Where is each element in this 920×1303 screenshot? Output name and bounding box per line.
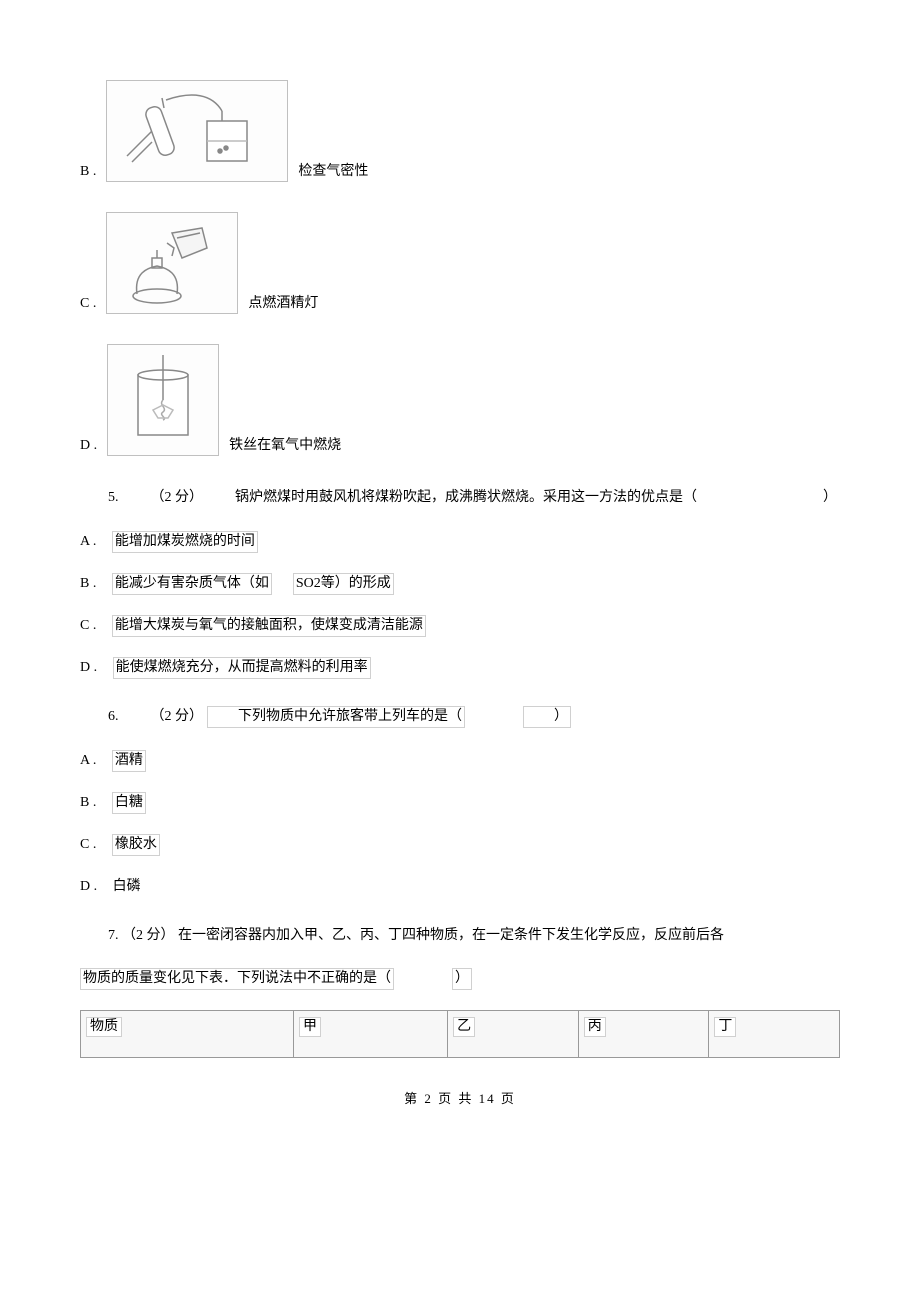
option-d-letter: D . [80, 436, 97, 456]
q6-text: 下列物质中允许旅客带上列车的是（ [207, 706, 465, 728]
option-b-diagram [106, 80, 288, 182]
q5-points: （2 分） [123, 486, 204, 510]
q5d-letter: D . [80, 660, 97, 675]
table-row: 物质 甲 乙 丙 丁 [81, 1011, 840, 1058]
q6b-letter: B . [80, 795, 96, 810]
table-cell: 物质 [81, 1011, 294, 1058]
q7-points: （2 分） [122, 928, 175, 943]
q6-points: （2 分） [123, 705, 204, 729]
q5b-text-b: SO2等）的形成 [293, 573, 394, 595]
alcohol-lamp-icon [112, 218, 232, 308]
option-c-letter: C . [80, 294, 96, 314]
option-d-label: 铁丝在氧气中燃烧 [229, 436, 341, 456]
iron-oxygen-icon [113, 350, 213, 450]
option-c-label: 点燃酒精灯 [248, 294, 318, 314]
th1: 甲 [299, 1017, 321, 1037]
option-b-label: 检查气密性 [298, 162, 368, 182]
q6-option-d: D . 白磷 [80, 875, 840, 899]
q6b-text: 白糖 [112, 792, 146, 814]
question-6: 6. （2 分） 下列物质中允许旅客带上列车的是（ ） [80, 705, 840, 729]
airtight-check-icon [112, 86, 282, 176]
q5-close: ） [795, 486, 837, 510]
th3: 丙 [584, 1017, 606, 1037]
table-cell: 乙 [448, 1011, 579, 1058]
q6c-text: 橡胶水 [112, 834, 160, 856]
table-cell: 甲 [293, 1011, 447, 1058]
q5a-letter: A . [80, 534, 96, 549]
q5-option-d: D . 能使煤燃烧充分，从而提高燃料的利用率 [80, 656, 840, 680]
q7-num: 7. [108, 928, 119, 943]
q5-option-a: A . 能增加煤炭燃烧的时间 [80, 530, 840, 554]
q6a-text: 酒精 [112, 750, 146, 772]
q6c-letter: C . [80, 837, 96, 852]
q5a-text: 能增加煤炭燃烧的时间 [112, 531, 258, 553]
q6a-letter: A . [80, 753, 96, 768]
th4: 丁 [714, 1017, 736, 1037]
q6d-letter: D . [80, 879, 97, 894]
option-d-row: D . 铁丝在氧气中燃烧 [80, 344, 840, 456]
q5c-letter: C . [80, 618, 96, 633]
substance-table: 物质 甲 乙 丙 丁 [80, 1010, 840, 1058]
q5b-letter: B . [80, 576, 96, 591]
page: B . 检查气密性 C . [0, 0, 920, 1147]
table-cell: 丙 [578, 1011, 709, 1058]
q5b-text-a: 能减少有害杂质气体（如 [112, 573, 272, 595]
option-d-diagram [107, 344, 219, 456]
question-5: 5. （2 分） 锅炉燃煤时用鼓风机将煤粉吹起，成沸腾状燃烧。采用这一方法的优点… [80, 486, 840, 510]
q6-option-a: A . 酒精 [80, 749, 840, 773]
q7-close: ） [452, 968, 472, 990]
q5d-text: 能使煤燃烧充分，从而提高燃料的利用率 [113, 657, 371, 679]
question-7-line2: 物质的质量变化见下表．下列说法中不正确的是（ ） [80, 968, 840, 990]
th0: 物质 [86, 1017, 122, 1037]
option-c-diagram [106, 212, 238, 314]
q5c-text: 能增大煤炭与氧气的接触面积，使煤变成清洁能源 [112, 615, 426, 637]
question-7: 7. （2 分） 在一密闭容器内加入甲、乙、丙、丁四种物质，在一定条件下发生化学… [80, 924, 840, 948]
q6-option-c: C . 橡胶水 [80, 833, 840, 857]
q7-text-b: 物质的质量变化见下表．下列说法中不正确的是（ [80, 968, 394, 990]
q6-close: ） [523, 706, 571, 728]
table-cell: 丁 [709, 1011, 840, 1058]
q5-num: 5. [80, 486, 119, 510]
page-footer: 第 2 页 共 14 页 [80, 1088, 840, 1107]
q7-text-a: 在一密闭容器内加入甲、乙、丙、丁四种物质，在一定条件下发生化学反应，反应前后各 [178, 928, 724, 943]
option-b-row: B . 检查气密性 [80, 80, 840, 182]
option-b-letter: B . [80, 162, 96, 182]
q6-option-b: B . 白糖 [80, 791, 840, 815]
q5-option-c: C . 能增大煤炭与氧气的接触面积，使煤变成清洁能源 [80, 614, 840, 638]
option-c-row: C . 点燃酒精灯 [80, 212, 840, 314]
q6d-text: 白磷 [113, 879, 141, 894]
q5-text: 锅炉燃煤时用鼓风机将煤粉吹起，成沸腾状燃烧。采用这一方法的优点是（ [207, 486, 697, 510]
th2: 乙 [453, 1017, 475, 1037]
q6-num: 6. [80, 705, 119, 729]
q5-option-b: B . 能减少有害杂质气体（如 SO2等）的形成 [80, 572, 840, 596]
